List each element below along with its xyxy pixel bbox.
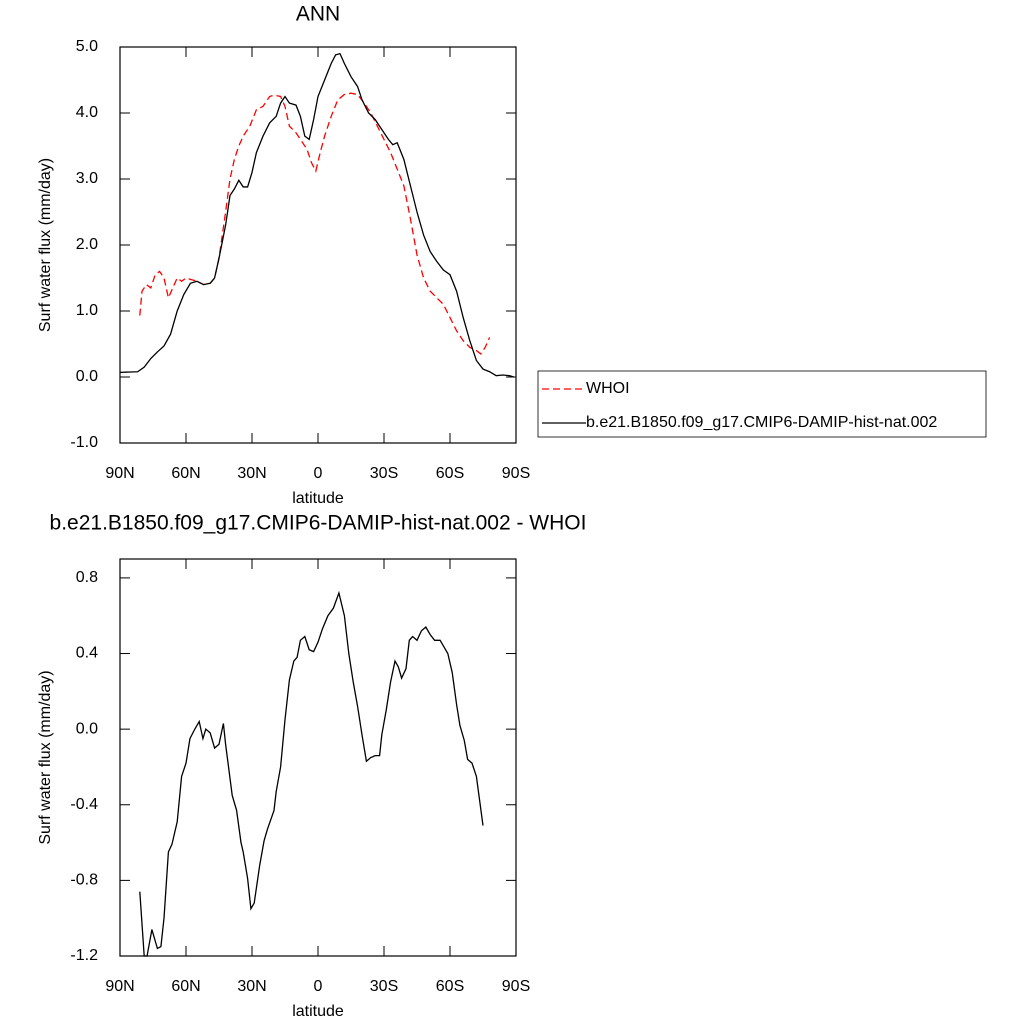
y-tick-label: 4.0: [76, 104, 98, 121]
y-tick-label: 1.0: [76, 302, 98, 319]
legend-label: WHOI: [586, 380, 630, 397]
y-tick-label: 0.8: [76, 569, 98, 586]
chart-title: b.e21.B1850.f09_g17.CMIP6-DAMIP-hist-nat…: [50, 512, 587, 535]
x-tick-label: 60N: [171, 978, 200, 995]
y-axis-label: Surf water flux (mm/day): [37, 670, 54, 844]
x-tick-label: 0: [314, 465, 323, 482]
x-tick-label: 30N: [237, 465, 266, 482]
data-line: [139, 92, 491, 355]
x-tick-label: 60S: [436, 465, 464, 482]
y-tick-label: 3.0: [76, 170, 98, 187]
y-tick-label: 2.0: [76, 236, 98, 253]
plot-frame: [119, 558, 517, 957]
x-axis-label: latitude: [292, 1003, 344, 1020]
x-tick-label: 90N: [105, 978, 134, 995]
x-tick-label: 30S: [370, 465, 398, 482]
legend-label: b.e21.B1850.f09_g17.CMIP6-DAMIP-hist-nat…: [586, 414, 937, 431]
y-tick-label: -0.8: [70, 872, 98, 889]
x-tick-label: 60S: [436, 978, 464, 995]
x-tick-label: 90S: [502, 978, 530, 995]
y-tick-label: -0.4: [70, 796, 98, 813]
y-tick-label: 0.0: [76, 720, 98, 737]
x-tick-label: 60N: [171, 465, 200, 482]
legend-box: [537, 370, 987, 438]
x-tick-label: 90S: [502, 465, 530, 482]
chart-title: ANN: [296, 3, 340, 26]
data-line: [119, 52, 514, 378]
y-axis-label: Surf water flux (mm/day): [37, 158, 54, 332]
x-tick-label: 90N: [105, 465, 134, 482]
x-tick-label: 0: [314, 978, 323, 995]
y-tick-label: -1.0: [70, 434, 98, 451]
x-tick-label: 30N: [237, 978, 266, 995]
data-line: [139, 590, 484, 957]
plot-frame: [119, 46, 517, 444]
y-tick-label: 5.0: [76, 38, 98, 55]
x-tick-label: 30S: [370, 978, 398, 995]
y-tick-label: -1.2: [70, 947, 98, 964]
y-tick-label: 0.4: [76, 645, 98, 662]
x-axis-label: latitude: [292, 490, 344, 507]
y-tick-label: 0.0: [76, 368, 98, 385]
